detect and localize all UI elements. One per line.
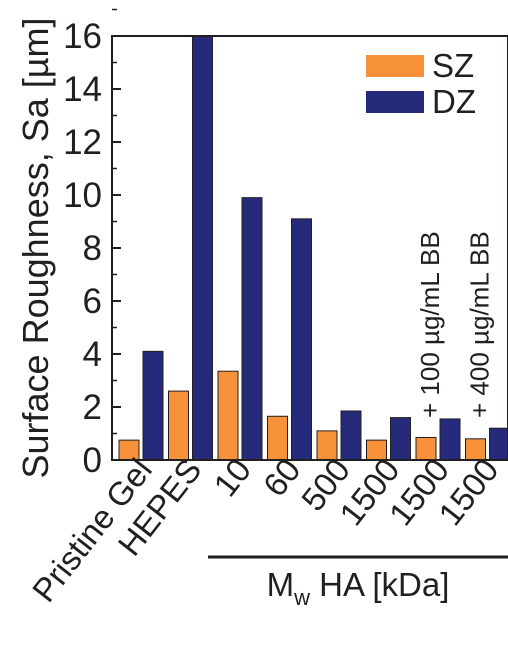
bar-dz-6: [439, 418, 461, 461]
y-axis: 0 2 4 6 8 10 12 14 16: [63, 8, 121, 480]
annotation-1: + 400 µg/mL BB: [465, 231, 495, 418]
y-tick-label: 4: [83, 335, 102, 374]
legend-label-sz: SZ: [432, 47, 474, 84]
annotations: + 100 µg/mL BB + 400 µg/mL BB: [415, 231, 495, 418]
bar-dz-7: [489, 427, 508, 461]
y-tick-label: 0: [83, 441, 102, 480]
y-tick-label: 8: [83, 229, 102, 268]
bar-dz-0: [142, 350, 164, 461]
bar-dz-1: [192, 35, 213, 461]
y-tick-label: 6: [83, 282, 102, 321]
legend-swatch-sz: [366, 55, 424, 77]
y-axis-label: Surface Roughness, Sa [µm]: [15, 18, 56, 479]
y-tick-label: 2: [83, 388, 102, 427]
bar-dz-5: [390, 417, 411, 461]
bar-dz-4: [340, 410, 362, 461]
x-group-label: Mw HA [kDa]: [267, 566, 450, 610]
y-tick-label: 12: [63, 123, 102, 162]
y-tick-label: 10: [63, 176, 102, 215]
annotation-0: + 100 µg/mL BB: [415, 231, 445, 418]
y-tick-label: 16: [63, 17, 102, 56]
bar-dz-3: [291, 218, 312, 461]
legend-swatch-dz: [366, 91, 424, 113]
bar-dz-2: [241, 197, 263, 461]
bar-sz-2: [217, 370, 239, 461]
y-tick-label: 14: [63, 70, 102, 109]
legend-label-dz: DZ: [432, 83, 476, 120]
bars-layer: [118, 35, 508, 461]
bar-sz-1: [168, 390, 189, 461]
